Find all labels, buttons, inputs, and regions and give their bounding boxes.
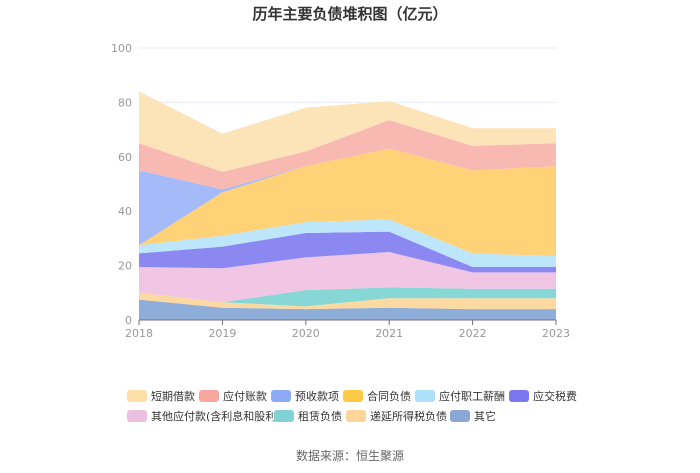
area-series-6 bbox=[139, 148, 556, 257]
y-tick-label: 80 bbox=[118, 96, 132, 109]
legend-swatch bbox=[199, 390, 219, 402]
chart-title: 历年主要负债堆积图（亿元） bbox=[252, 5, 447, 23]
area-series-2 bbox=[139, 287, 556, 307]
legend-swatch bbox=[127, 390, 147, 402]
legend-item[interactable]: 应付职工薪酬 bbox=[415, 389, 505, 403]
area-series-0 bbox=[139, 299, 556, 320]
legend-item[interactable]: 其他应付款(含利息和股利) bbox=[127, 409, 281, 423]
legend-item[interactable]: 预收款项 bbox=[271, 389, 339, 403]
y-tick-label: 100 bbox=[111, 42, 132, 55]
legend-item[interactable]: 其它 bbox=[450, 409, 496, 423]
area-layer bbox=[139, 91, 556, 320]
legend-item[interactable]: 租赁负债 bbox=[274, 409, 342, 423]
legend-label: 预收款项 bbox=[295, 389, 339, 403]
legend-item[interactable]: 合同负债 bbox=[343, 389, 411, 403]
area-series-8 bbox=[139, 120, 556, 190]
legend-label: 租赁负债 bbox=[298, 409, 342, 423]
y-tick-label: 60 bbox=[118, 151, 132, 164]
legend-item[interactable]: 递延所得税负债 bbox=[346, 409, 447, 423]
x-tick-label: 2018 bbox=[125, 327, 153, 340]
legend-label: 合同负债 bbox=[367, 389, 411, 403]
area-series-1 bbox=[139, 292, 556, 310]
legend-swatch bbox=[509, 390, 529, 402]
legend-label: 递延所得税负债 bbox=[370, 409, 447, 423]
x-tick-label: 2021 bbox=[375, 327, 403, 340]
legend-swatch bbox=[415, 390, 435, 402]
x-tick-label: 2019 bbox=[208, 327, 236, 340]
legend-swatch bbox=[271, 390, 291, 402]
y-tick-label: 20 bbox=[118, 260, 132, 273]
legend-label: 应付账款 bbox=[223, 389, 267, 403]
x-tick-label: 2022 bbox=[459, 327, 487, 340]
y-tick-label: 0 bbox=[125, 314, 132, 327]
x-tick-label: 2023 bbox=[542, 327, 570, 340]
area-series-9 bbox=[139, 91, 556, 172]
legend-label: 应交税费 bbox=[533, 389, 577, 403]
x-tick-label: 2020 bbox=[292, 327, 320, 340]
legend-swatch bbox=[346, 410, 366, 422]
legend-item[interactable]: 应交税费 bbox=[509, 389, 577, 403]
area-series-4 bbox=[139, 231, 556, 273]
legend-label: 其他应付款(含利息和股利) bbox=[151, 409, 281, 423]
legend-swatch bbox=[450, 410, 470, 422]
legend-item[interactable]: 应付账款 bbox=[199, 389, 267, 403]
legend-swatch bbox=[274, 410, 294, 422]
area-series-3 bbox=[139, 252, 556, 303]
legend-item[interactable]: 短期借款 bbox=[127, 389, 195, 403]
y-tick-label: 40 bbox=[118, 205, 132, 218]
legend-swatch bbox=[127, 410, 147, 422]
legend-swatch bbox=[343, 390, 363, 402]
data-source-note: 数据来源：恒生聚源 bbox=[296, 448, 404, 463]
axis-layer: 0 20 40 60 80 100 2018 2019 2020 2021 2022 2023 bbox=[111, 42, 570, 340]
legend-label: 其它 bbox=[474, 409, 496, 423]
area-series-5 bbox=[139, 219, 556, 267]
legend-label: 短期借款 bbox=[151, 389, 195, 403]
legend-label: 应付职工薪酬 bbox=[439, 389, 505, 403]
